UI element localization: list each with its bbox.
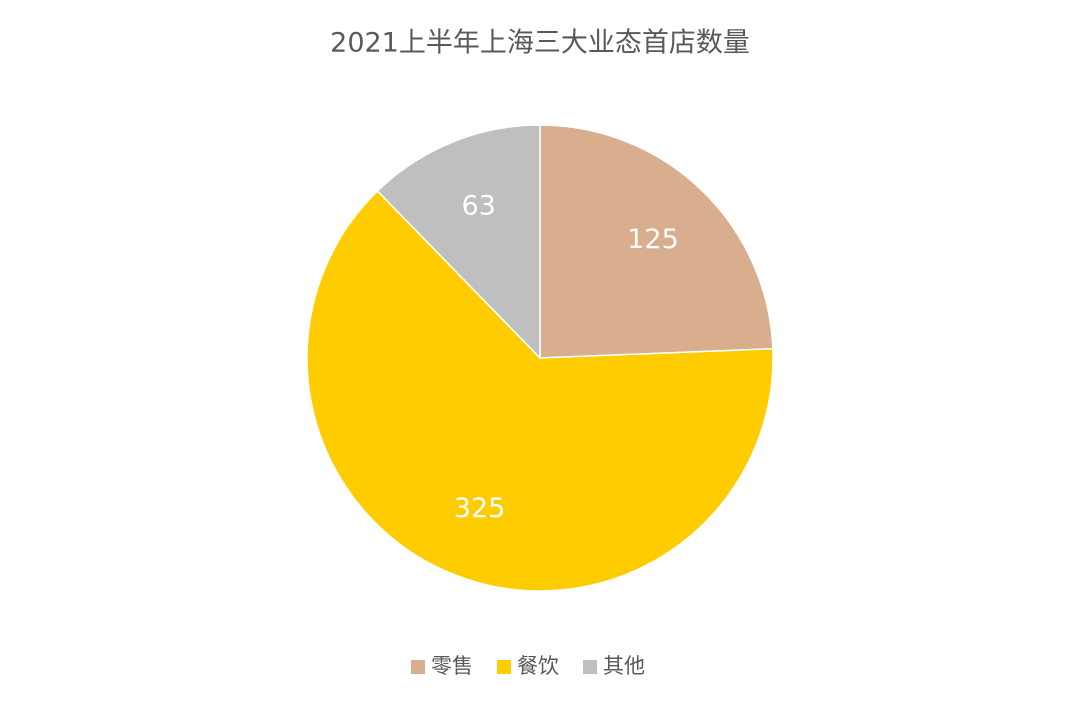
legend-label: 零售 [431, 654, 473, 678]
legend-swatch [497, 660, 511, 674]
data-label: 63 [461, 190, 495, 221]
pie-slice [376, 124, 541, 360]
legend-label: 餐饮 [517, 654, 559, 678]
legend-label: 其他 [603, 654, 645, 678]
legend-swatch [411, 660, 425, 674]
chart-title: 2021上半年上海三大业态首店数量 [330, 28, 750, 59]
data-label: 125 [627, 224, 679, 255]
data-label: 325 [454, 493, 506, 524]
legend-swatch [583, 660, 597, 674]
pie-slice [306, 189, 774, 592]
pie-slice [539, 124, 774, 359]
